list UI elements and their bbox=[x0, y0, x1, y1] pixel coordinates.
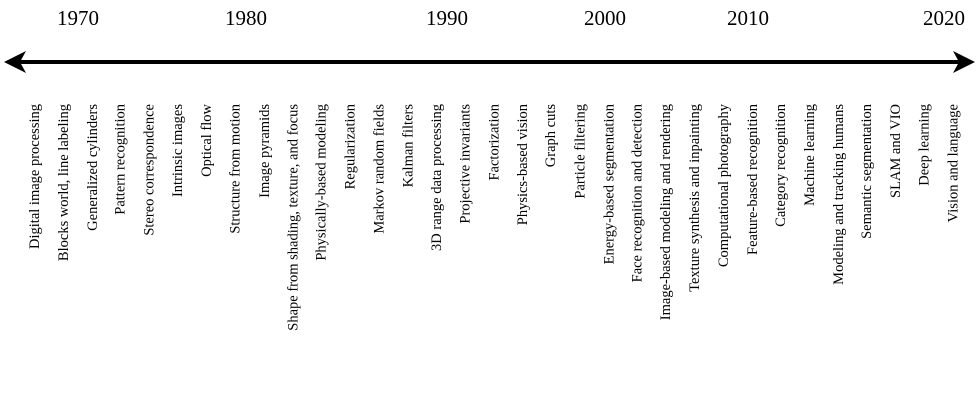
topic-item: Semantic segmentation bbox=[856, 104, 878, 409]
topic-label: Intrinsic images bbox=[170, 104, 187, 198]
year-label-2000: 2000 bbox=[584, 6, 626, 30]
topic-label: Energy-based segmentation bbox=[601, 104, 617, 265]
topic-label: Feature-based recognition bbox=[744, 104, 761, 255]
topic-item: Factorization bbox=[483, 104, 505, 409]
topic-item: Digital image processing bbox=[24, 104, 46, 409]
topic-label: Image pyramids bbox=[256, 104, 273, 198]
topic-item: Intrinsic images bbox=[168, 104, 190, 409]
topic-label: Vision and language bbox=[945, 104, 962, 223]
topic-label: Markov random fields bbox=[371, 104, 388, 234]
topic-item: Physically-based modeling bbox=[311, 104, 333, 409]
topic-label: Physically-based modeling bbox=[314, 104, 330, 261]
year-label-2020: 2020 bbox=[923, 6, 965, 30]
topic-item: Regularization bbox=[340, 104, 362, 409]
topic-label: Blocks world, line labeling bbox=[55, 104, 72, 262]
topic-item: Machine learning bbox=[799, 104, 821, 409]
year-label-1980: 1980 bbox=[225, 6, 267, 30]
topic-label: Generalized cylinders bbox=[84, 104, 101, 231]
topic-item: Structure from motion bbox=[225, 104, 247, 409]
topic-label: Semantic segmentation bbox=[859, 104, 876, 239]
topic-label: Optical flow bbox=[199, 104, 216, 177]
topic-label: Regularization bbox=[342, 104, 359, 190]
topic-label: Graph cuts bbox=[543, 104, 560, 168]
topic-label: Particle filtering bbox=[572, 104, 589, 199]
right-arrowhead-icon bbox=[953, 51, 975, 73]
topic-label: Shape from shading, texture, and focus bbox=[285, 104, 302, 331]
topic-item: Pattern recognition bbox=[110, 104, 132, 409]
topic-label: Category recognition bbox=[773, 104, 790, 227]
topic-label: Structure from motion bbox=[227, 104, 244, 234]
topic-item: Markov random fields bbox=[368, 104, 390, 409]
topic-label: Image-based modeling and rendering bbox=[658, 104, 675, 321]
topic-label: Pattern recognition bbox=[113, 104, 130, 215]
topic-item: Texture synthesis and inpainting bbox=[684, 104, 706, 409]
topic-item: Vision and language bbox=[942, 104, 964, 409]
topic-label: Deep learning bbox=[916, 104, 933, 186]
topic-label: Face recognition and detection bbox=[629, 104, 646, 283]
year-label-1970: 1970 bbox=[57, 6, 99, 30]
topic-label: Computational photography bbox=[715, 104, 732, 268]
topic-item: Graph cuts bbox=[541, 104, 563, 409]
year-label-1990: 1990 bbox=[426, 6, 468, 30]
topic-label: Machine learning bbox=[801, 104, 818, 206]
topic-item: Deep learning bbox=[914, 104, 936, 409]
topic-label: Stereo correspondence bbox=[141, 104, 158, 236]
topic-item: 3D range data processing bbox=[426, 104, 448, 409]
topic-item: Energy-based segmentation bbox=[598, 104, 620, 409]
topic-label: Texture synthesis and inpainting bbox=[687, 104, 704, 292]
topic-label: Projective invariants bbox=[457, 104, 474, 224]
topic-item: Kalman filters bbox=[397, 104, 419, 409]
topic-item: Stereo correspondence bbox=[139, 104, 161, 409]
topic-item: SLAM and VIO bbox=[885, 104, 907, 409]
topic-label: Kalman filters bbox=[400, 104, 417, 188]
topic-label: SLAM and VIO bbox=[888, 104, 904, 198]
topic-label: Factorization bbox=[486, 104, 503, 181]
topic-item: Category recognition bbox=[770, 104, 792, 409]
topic-label: Modeling and tracking humans bbox=[830, 104, 847, 285]
topic-item: Blocks world, line labeling bbox=[53, 104, 75, 409]
topic-label: 3D range data processing bbox=[428, 104, 445, 251]
topic-item: Optical flow bbox=[196, 104, 218, 409]
year-label-2010: 2010 bbox=[727, 6, 769, 30]
topic-label: Physics-based vision bbox=[514, 104, 531, 226]
topic-item: Feature-based recognition bbox=[742, 104, 764, 409]
topic-label: Digital image processing bbox=[27, 104, 43, 249]
topic-item: Image-based modeling and rendering bbox=[655, 104, 677, 409]
left-arrowhead-icon bbox=[4, 51, 26, 73]
topic-item: Face recognition and detection bbox=[627, 104, 649, 409]
topic-item: Projective invariants bbox=[455, 104, 477, 409]
topic-item: Particle filtering bbox=[569, 104, 591, 409]
topic-item: Physics-based vision bbox=[512, 104, 534, 409]
topic-item: Shape from shading, texture, and focus bbox=[282, 104, 304, 409]
topic-item: Modeling and tracking humans bbox=[828, 104, 850, 409]
topic-item: Computational photography bbox=[713, 104, 735, 409]
topic-item: Image pyramids bbox=[254, 104, 276, 409]
topic-item: Generalized cylinders bbox=[81, 104, 103, 409]
